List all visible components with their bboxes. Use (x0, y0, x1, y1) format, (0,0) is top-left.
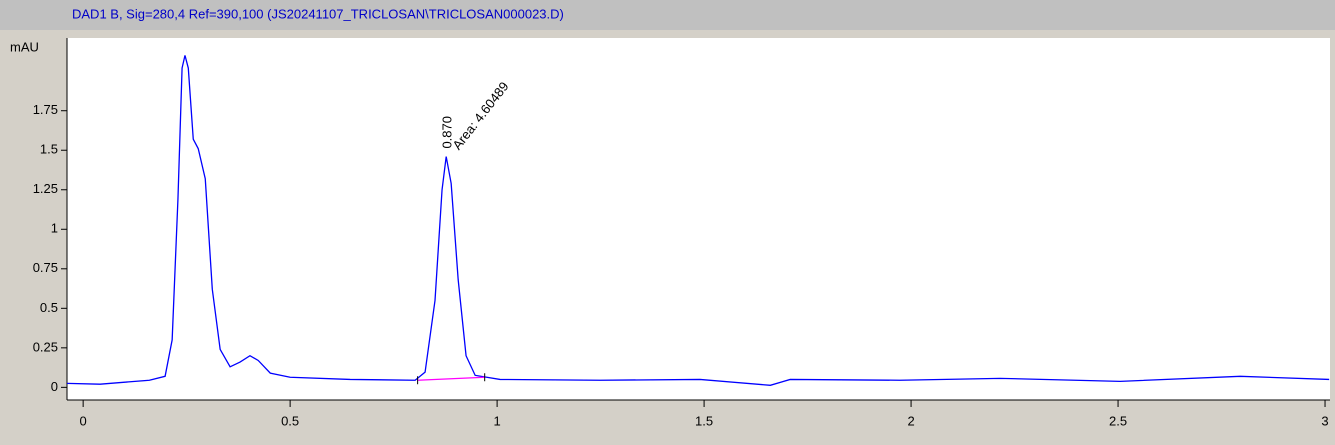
x-tick-label: 3 (1321, 413, 1328, 428)
y-tick-label: 1.25 (33, 181, 58, 196)
x-tick-label: 2 (907, 413, 914, 428)
peak-label: 0.870 (440, 116, 455, 149)
trace (66, 55, 1330, 386)
y-tick-label: 0.75 (33, 260, 58, 275)
y-tick-label: 0 (51, 379, 58, 394)
y-tick-label: 1.5 (40, 142, 58, 157)
x-tick-label: 1 (493, 413, 500, 428)
baseline (417, 376, 485, 381)
y-tick-label: 1.75 (33, 102, 58, 117)
x-tick-label: 1.5 (695, 413, 713, 428)
x-tick-label: 2.5 (1109, 413, 1127, 428)
x-tick-label: 0.5 (281, 413, 299, 428)
y-tick-label: 1 (51, 221, 58, 236)
y-tick-label: 0.5 (40, 300, 58, 315)
plot-area (67, 38, 1330, 400)
x-tick-label: 0 (80, 413, 87, 428)
y-axis-label: mAU (10, 39, 39, 54)
y-tick-label: 0.25 (33, 339, 58, 354)
title-bar (0, 0, 1335, 30)
chart-title: DAD1 B, Sig=280,4 Ref=390,100 (JS2024110… (72, 6, 564, 21)
